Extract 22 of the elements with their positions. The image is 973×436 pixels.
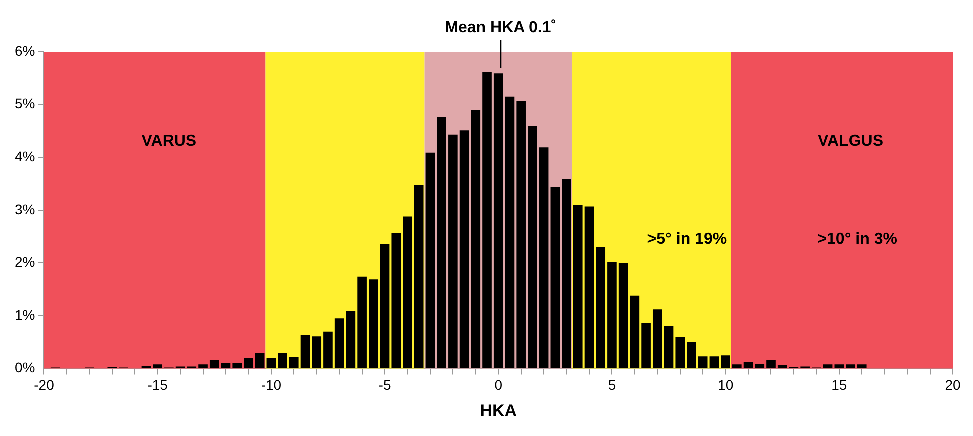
y-tick-label: 2%	[15, 254, 36, 270]
y-tick-label: 6%	[15, 42, 36, 59]
x-tick-label: 0	[494, 377, 503, 394]
annotation: VARUS	[142, 133, 197, 150]
x-tick-label: -10	[261, 377, 282, 394]
y-tick-label: 4%	[15, 148, 36, 164]
y-tick-label: 3%	[15, 201, 36, 218]
y-tick-label: 1%	[15, 306, 36, 323]
ref-line-label: Mean HKA 0.1˚	[445, 19, 557, 36]
y-tick-label: 0%	[15, 360, 36, 376]
x-tick-label: -5	[378, 377, 392, 394]
x-tick-label: 15	[832, 377, 848, 394]
x-tick-label: -15	[148, 377, 168, 394]
x-tick-label: 10	[718, 377, 734, 394]
x-axis-title: HKA	[480, 401, 518, 420]
x-tick-label: 5	[608, 377, 616, 394]
x-tick-label: -20	[34, 377, 55, 394]
x-tick-label: 20	[945, 377, 961, 394]
y-tick-label: 5%	[15, 96, 36, 112]
annotation: >10° in 3%	[818, 230, 898, 248]
annotation: >5° in 19%	[647, 230, 728, 248]
annotation: VALGUS	[818, 133, 884, 150]
